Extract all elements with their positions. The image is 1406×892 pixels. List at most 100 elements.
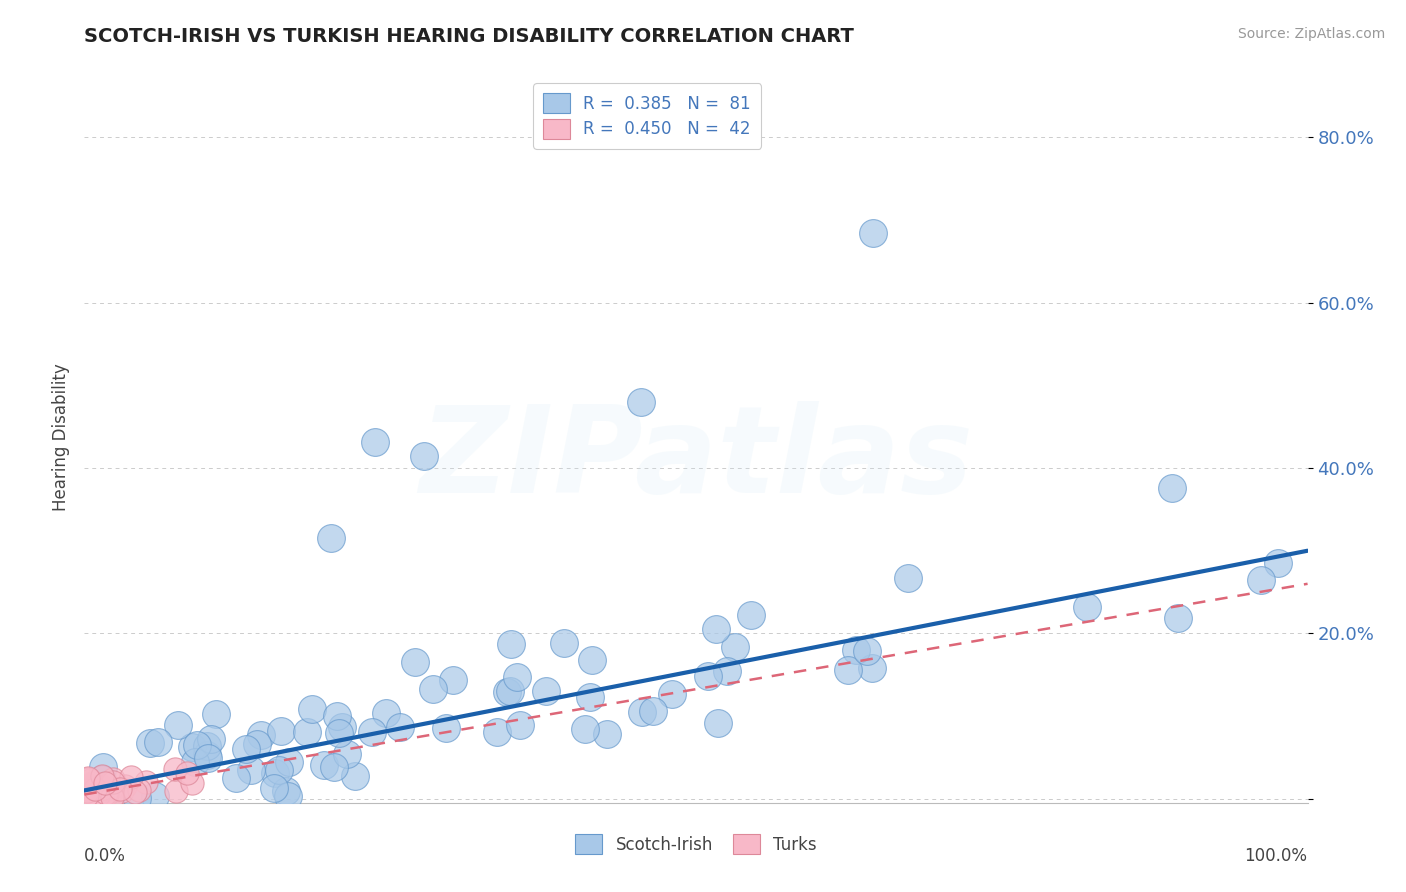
Point <box>501 637 523 651</box>
Point <box>101 789 124 804</box>
Point <box>723 640 745 654</box>
Point <box>486 724 509 739</box>
Point <box>108 781 131 796</box>
Point <box>704 622 727 636</box>
Point <box>146 735 169 749</box>
Point <box>274 784 297 798</box>
Point <box>235 742 257 756</box>
Point <box>862 226 884 240</box>
Text: ZIPatlas: ZIPatlas <box>419 401 973 517</box>
Point <box>165 762 187 776</box>
Point <box>239 763 262 777</box>
Point <box>434 721 457 735</box>
Text: 0.0%: 0.0% <box>84 847 127 864</box>
Point <box>596 727 619 741</box>
Point <box>630 705 652 719</box>
Point <box>336 747 359 762</box>
Point <box>89 784 111 798</box>
Point <box>79 785 101 799</box>
Point <box>80 776 103 790</box>
Point <box>509 718 531 732</box>
Point <box>328 726 350 740</box>
Point <box>79 773 101 788</box>
Point <box>837 663 859 677</box>
Point <box>180 776 202 790</box>
Point <box>165 784 187 798</box>
Point <box>90 790 112 805</box>
Point <box>79 783 101 797</box>
Point <box>128 782 150 797</box>
Point <box>195 739 218 754</box>
Point <box>91 760 114 774</box>
Point <box>83 780 105 794</box>
Point <box>496 684 519 698</box>
Point <box>84 782 107 797</box>
Point <box>856 644 879 658</box>
Point <box>295 724 318 739</box>
Point <box>225 771 247 785</box>
Point <box>422 682 444 697</box>
Point <box>322 760 344 774</box>
Point <box>87 777 110 791</box>
Point <box>716 665 738 679</box>
Point <box>76 780 98 794</box>
Point <box>499 684 522 698</box>
Point <box>205 706 228 721</box>
Point <box>200 732 222 747</box>
Point <box>375 706 398 720</box>
Point <box>661 687 683 701</box>
Point <box>1250 573 1272 587</box>
Point <box>505 670 527 684</box>
Text: 100.0%: 100.0% <box>1244 847 1308 864</box>
Point <box>312 757 335 772</box>
Point <box>76 781 98 796</box>
Point <box>166 717 188 731</box>
Point <box>84 789 107 804</box>
Point <box>94 776 117 790</box>
Point <box>124 785 146 799</box>
Point <box>330 721 353 735</box>
Point <box>845 643 868 657</box>
Point <box>250 728 273 742</box>
Point <box>441 673 464 687</box>
Point <box>139 736 162 750</box>
Point <box>278 755 301 769</box>
Legend: Scotch-Irish, Turks: Scotch-Irish, Turks <box>569 828 823 860</box>
Point <box>413 449 436 463</box>
Point <box>361 724 384 739</box>
Point <box>125 791 148 805</box>
Point <box>641 704 664 718</box>
Point <box>91 772 114 786</box>
Point <box>195 747 218 762</box>
Point <box>581 653 603 667</box>
Text: SCOTCH-IRISH VS TURKISH HEARING DISABILITY CORRELATION CHART: SCOTCH-IRISH VS TURKISH HEARING DISABILI… <box>84 27 855 45</box>
Point <box>740 607 762 622</box>
Point <box>579 690 602 705</box>
Point <box>76 772 98 786</box>
Point <box>103 772 125 787</box>
Y-axis label: Hearing Disability: Hearing Disability <box>52 363 70 511</box>
Point <box>76 788 98 802</box>
Point <box>263 781 285 796</box>
Point <box>96 788 118 802</box>
Point <box>91 769 114 783</box>
Point <box>79 780 101 794</box>
Point <box>184 755 207 769</box>
Point <box>176 766 198 780</box>
Text: Source: ZipAtlas.com: Source: ZipAtlas.com <box>1237 27 1385 41</box>
Point <box>111 784 134 798</box>
Point <box>301 702 323 716</box>
Point <box>404 655 426 669</box>
Point <box>264 765 287 780</box>
Point <box>91 780 114 795</box>
Point <box>84 782 107 797</box>
Point <box>79 784 101 798</box>
Point <box>101 774 124 789</box>
Point <box>180 739 202 754</box>
Point <box>186 739 208 753</box>
Point <box>1267 556 1289 570</box>
Point <box>80 790 103 805</box>
Point <box>114 779 136 793</box>
Point <box>321 532 343 546</box>
Point <box>101 784 124 798</box>
